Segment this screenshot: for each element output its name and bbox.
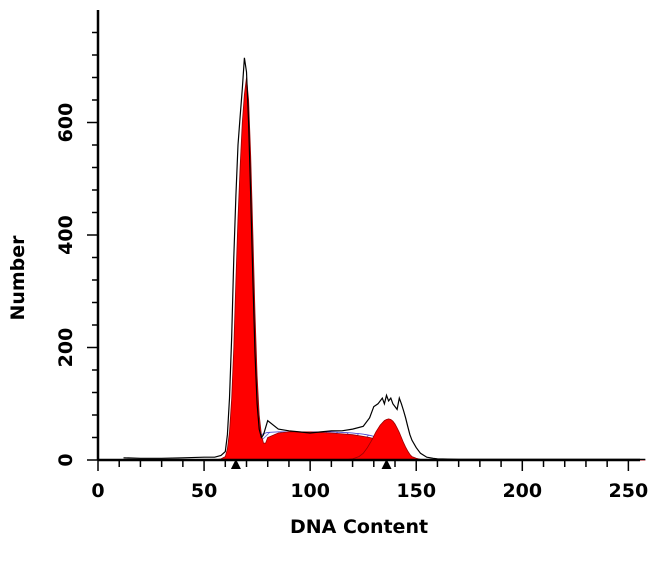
peak-marker — [230, 459, 241, 469]
x-tick-label: 250 — [609, 480, 649, 502]
y-tick-label: 400 — [55, 215, 77, 255]
y-tick-label: 0 — [55, 453, 77, 466]
peak-markers — [230, 459, 392, 469]
x-ticks: 0 50 100 150 200 250 — [91, 460, 648, 502]
g2-peak-fill — [123, 418, 646, 461]
histogram-line-path — [123, 57, 646, 460]
x-axis-title: DNA Content — [290, 516, 428, 538]
x-tick-label: 100 — [290, 480, 330, 502]
y-axis-title: Number — [7, 235, 29, 321]
y-tick-label: 200 — [55, 328, 77, 368]
peak-marker — [381, 459, 392, 469]
x-tick-label: 0 — [91, 480, 104, 502]
y-ticks: 0 200 400 600 — [55, 31, 98, 467]
x-tick-label: 50 — [191, 480, 217, 502]
g2-peak-area — [123, 418, 646, 461]
x-tick-label: 200 — [502, 480, 542, 502]
y-tick-label: 600 — [55, 103, 77, 143]
axes — [96, 10, 640, 462]
histogram-line — [123, 57, 646, 460]
x-tick-label: 150 — [396, 480, 436, 502]
